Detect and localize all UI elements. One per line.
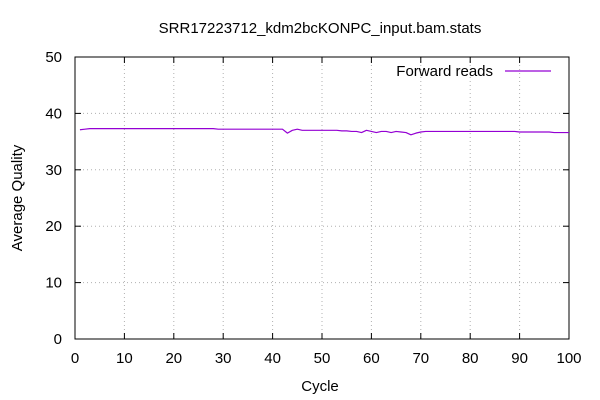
y-axis-label: Average Quality	[9, 144, 26, 251]
x-axis-label: Cycle	[301, 378, 339, 395]
series-line-forward-reads	[79, 128, 569, 136]
x-tick-label: 80	[462, 350, 479, 367]
x-tick-label: 10	[116, 350, 133, 367]
x-tick-label: 30	[215, 350, 232, 367]
y-tick-label: 30	[45, 162, 62, 179]
x-tick-label: 0	[71, 350, 79, 367]
grid-lines	[75, 57, 569, 339]
x-tick-label: 60	[363, 350, 380, 367]
y-tick-label: 20	[45, 218, 62, 235]
series-layer	[79, 128, 569, 136]
legend: Forward reads	[396, 63, 551, 80]
y-tick-label: 40	[45, 105, 62, 122]
y-tick-label: 50	[45, 49, 62, 66]
axis-ticks: 0 10 20 30 40 50 60 70 80 90 100 0 10 20 30 40 50	[45, 49, 581, 367]
x-tick-label: 50	[314, 350, 331, 367]
y-tick-label: 10	[45, 275, 62, 292]
x-tick-label: 70	[412, 350, 429, 367]
chart-title: SRR17223712_kdm2bcKONPC_input.bam.stats	[159, 20, 482, 37]
x-tick-label: 90	[511, 350, 528, 367]
legend-label-forward-reads: Forward reads	[396, 63, 493, 80]
x-tick-label: 40	[264, 350, 281, 367]
x-tick-label: 100	[556, 350, 581, 367]
y-tick-label: 0	[54, 331, 62, 348]
x-tick-label: 20	[165, 350, 182, 367]
plot-frame	[74, 56, 570, 340]
